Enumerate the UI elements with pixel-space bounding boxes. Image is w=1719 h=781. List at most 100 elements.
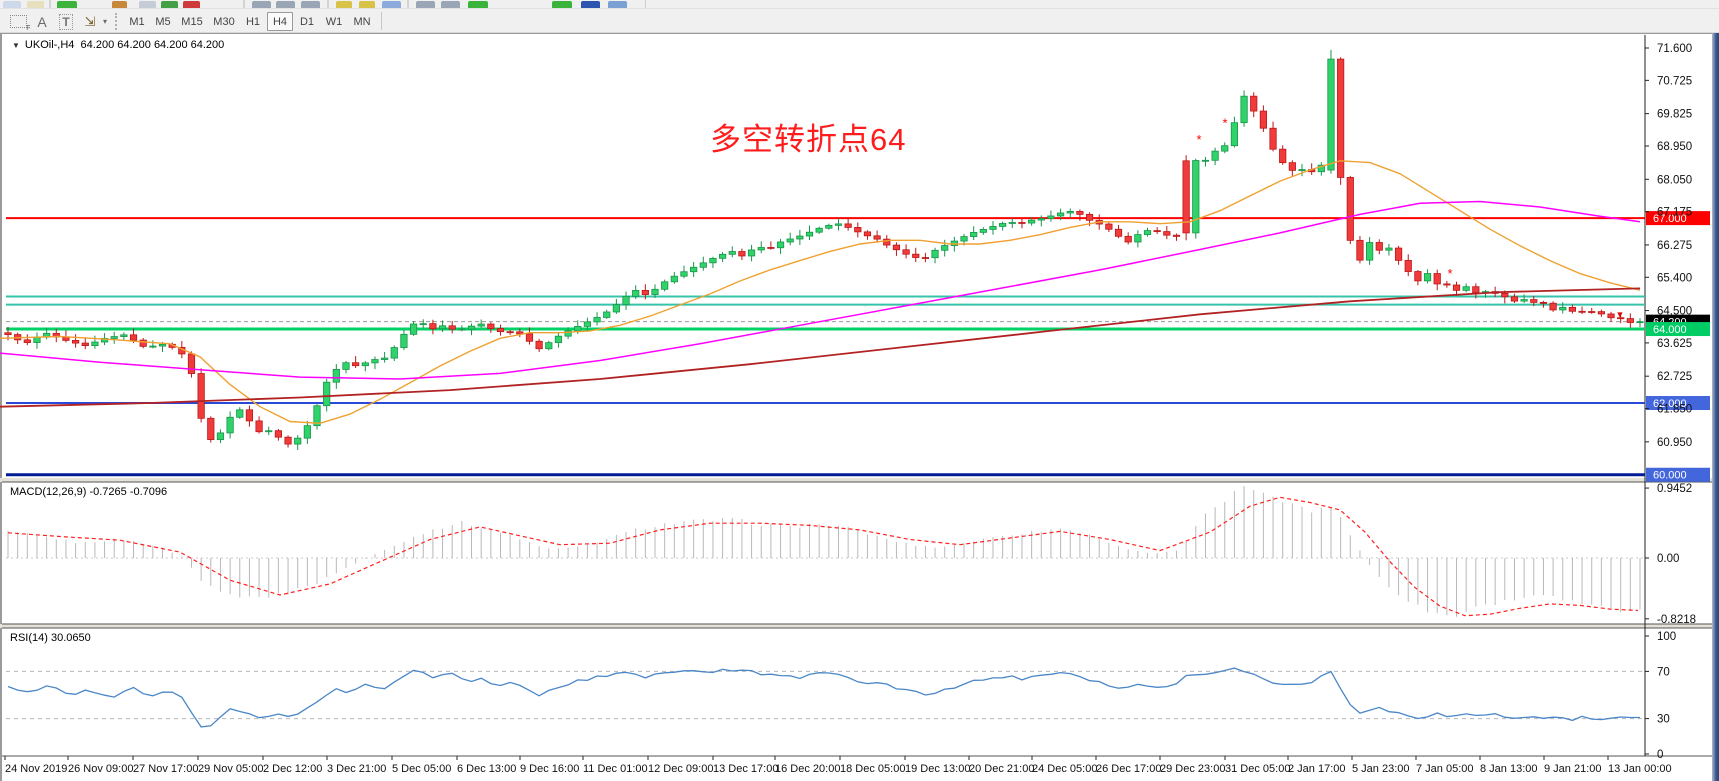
period-icon[interactable] (581, 1, 600, 8)
candle-body (1250, 95, 1258, 112)
ma-slow-darkred (0, 287, 1641, 408)
price-axis-label: 60.950 (1657, 437, 1692, 449)
timeframe-button-m30[interactable]: M30 (213, 15, 235, 28)
candle-body (796, 235, 804, 240)
pane-bg (2, 756, 1712, 781)
hline-tool-icon[interactable] (301, 1, 320, 8)
time-axis-label: 26 Dec 17:00 (1096, 763, 1161, 775)
candle-body (970, 231, 978, 237)
profiles-icon[interactable] (27, 1, 44, 8)
price-badge-text: 62.000 (1653, 398, 1687, 410)
one-click-caret-icon[interactable]: ▼ (12, 41, 20, 50)
chart-title-text: UKOil-,H4 64.200 64.200 64.200 64.200 (24, 39, 225, 51)
timeframe-button-h4[interactable]: H4 (267, 12, 293, 31)
candle-body (448, 325, 456, 330)
brush-icon[interactable] (359, 1, 375, 8)
price-badge-text: 60.000 (1653, 470, 1687, 482)
candle-body (284, 436, 292, 445)
candle-body (844, 223, 852, 228)
text-label-icon[interactable]: A (37, 13, 47, 30)
arrows-dropdown-icon[interactable]: ▾ (102, 17, 107, 26)
candle-body (680, 271, 688, 277)
candle-body (883, 238, 891, 246)
window-icon[interactable] (382, 1, 401, 8)
rsi-pane[interactable]: 100 70 30 0 (6, 631, 1676, 761)
candle-body (1597, 311, 1605, 315)
separator (49, 0, 51, 8)
candle-body (1037, 218, 1045, 221)
enable-icon[interactable] (161, 1, 178, 8)
candle-body (1085, 213, 1094, 221)
time-axis-label: 5 Jan 23:00 (1352, 763, 1410, 775)
time-axis[interactable]: 24 Nov 2019 26 Nov 09:00 27 Nov 17:00 29 No… (4, 756, 1672, 775)
timeframe-button-d1[interactable]: D1 (299, 15, 315, 28)
rsi-indicator-label: RSI(14) 30.0650 (10, 632, 91, 644)
candle-body (1134, 234, 1142, 243)
time-axis-label: 7 Jan 05:00 (1416, 763, 1474, 775)
stop-icon[interactable] (183, 1, 200, 8)
candle-body (1626, 318, 1634, 323)
timeframe-button-w1[interactable]: W1 (325, 15, 343, 28)
arrange-icon[interactable] (416, 1, 435, 8)
tile-icon[interactable] (441, 1, 460, 8)
main-price-pane[interactable]: 67.00064.20064.00062.00060.00071.60070.7… (0, 43, 1710, 482)
time-axis-label: 13 Dec 17:00 (713, 763, 778, 775)
pane-splitter[interactable] (0, 478, 1712, 482)
price-axis-label: 62.725 (1657, 371, 1692, 383)
drag-handle[interactable] (113, 12, 121, 31)
candlestick-series (4, 49, 1644, 451)
candle-body (873, 235, 881, 240)
candle-body (603, 311, 611, 318)
candle-body (690, 266, 698, 273)
candle-body (1337, 58, 1345, 178)
price-axis-label: 67.175 (1657, 207, 1692, 219)
candle-body (81, 342, 89, 346)
candle-body (4, 332, 12, 335)
new-chart-icon[interactable] (3, 1, 21, 8)
candle-body (139, 339, 147, 347)
grid-period-icon[interactable] (6, 12, 31, 32)
candle-body (776, 241, 785, 249)
arrows-tool-icon[interactable]: ⇲ (84, 13, 96, 29)
candle-body (1163, 231, 1171, 236)
toolbar-main (0, 0, 1719, 9)
pane-splitter[interactable] (0, 624, 1712, 628)
template-add-icon[interactable] (552, 1, 572, 8)
pane-bg (2, 628, 1712, 756)
candle-body (1559, 306, 1567, 311)
price-axis-label: 68.050 (1657, 174, 1692, 186)
candle-body (670, 275, 678, 283)
pencil-icon[interactable] (336, 1, 352, 8)
candle-body (1375, 242, 1383, 251)
window-scrollbar[interactable] (1712, 33, 1719, 781)
autotrade-icon[interactable] (112, 1, 127, 8)
candle-body (950, 240, 958, 246)
timeframe-button-m1[interactable]: M1 (129, 15, 145, 28)
candle-body (651, 288, 659, 295)
candle-body (661, 281, 669, 290)
macd-pane[interactable]: 0.9452 0.00 -0.8218 (6, 483, 1696, 626)
time-axis-label: 29 Nov 05:00 (198, 763, 263, 775)
toolbar-separator (381, 12, 382, 30)
candle-body (294, 437, 302, 445)
crosshair-icon[interactable] (276, 1, 295, 8)
candle-body (332, 369, 340, 383)
candle-body (1414, 271, 1422, 282)
candle-body (815, 227, 823, 233)
candle-body (1066, 211, 1074, 214)
chart-type-icon[interactable] (608, 1, 627, 8)
text-box-icon[interactable]: T (55, 12, 77, 31)
ma-fast-orange (0, 160, 1641, 425)
timeframe-button-mn[interactable]: MN (353, 15, 371, 28)
timeframe-button-m5[interactable]: M5 (155, 15, 171, 28)
cursor-icon[interactable] (252, 1, 271, 8)
macd-axis-label: -0.8218 (1657, 614, 1696, 626)
add-indicator-icon[interactable] (468, 1, 488, 8)
new-order-icon[interactable] (57, 1, 77, 8)
timeframe-button-h1[interactable]: H1 (245, 15, 261, 28)
print-icon[interactable] (139, 1, 156, 8)
candle-body (1607, 313, 1615, 319)
chart-plot[interactable]: 67.00064.20064.00062.00060.00071.60070.7… (0, 33, 1719, 781)
candle-body (999, 223, 1007, 227)
timeframe-button-m15[interactable]: M15 (181, 15, 203, 28)
